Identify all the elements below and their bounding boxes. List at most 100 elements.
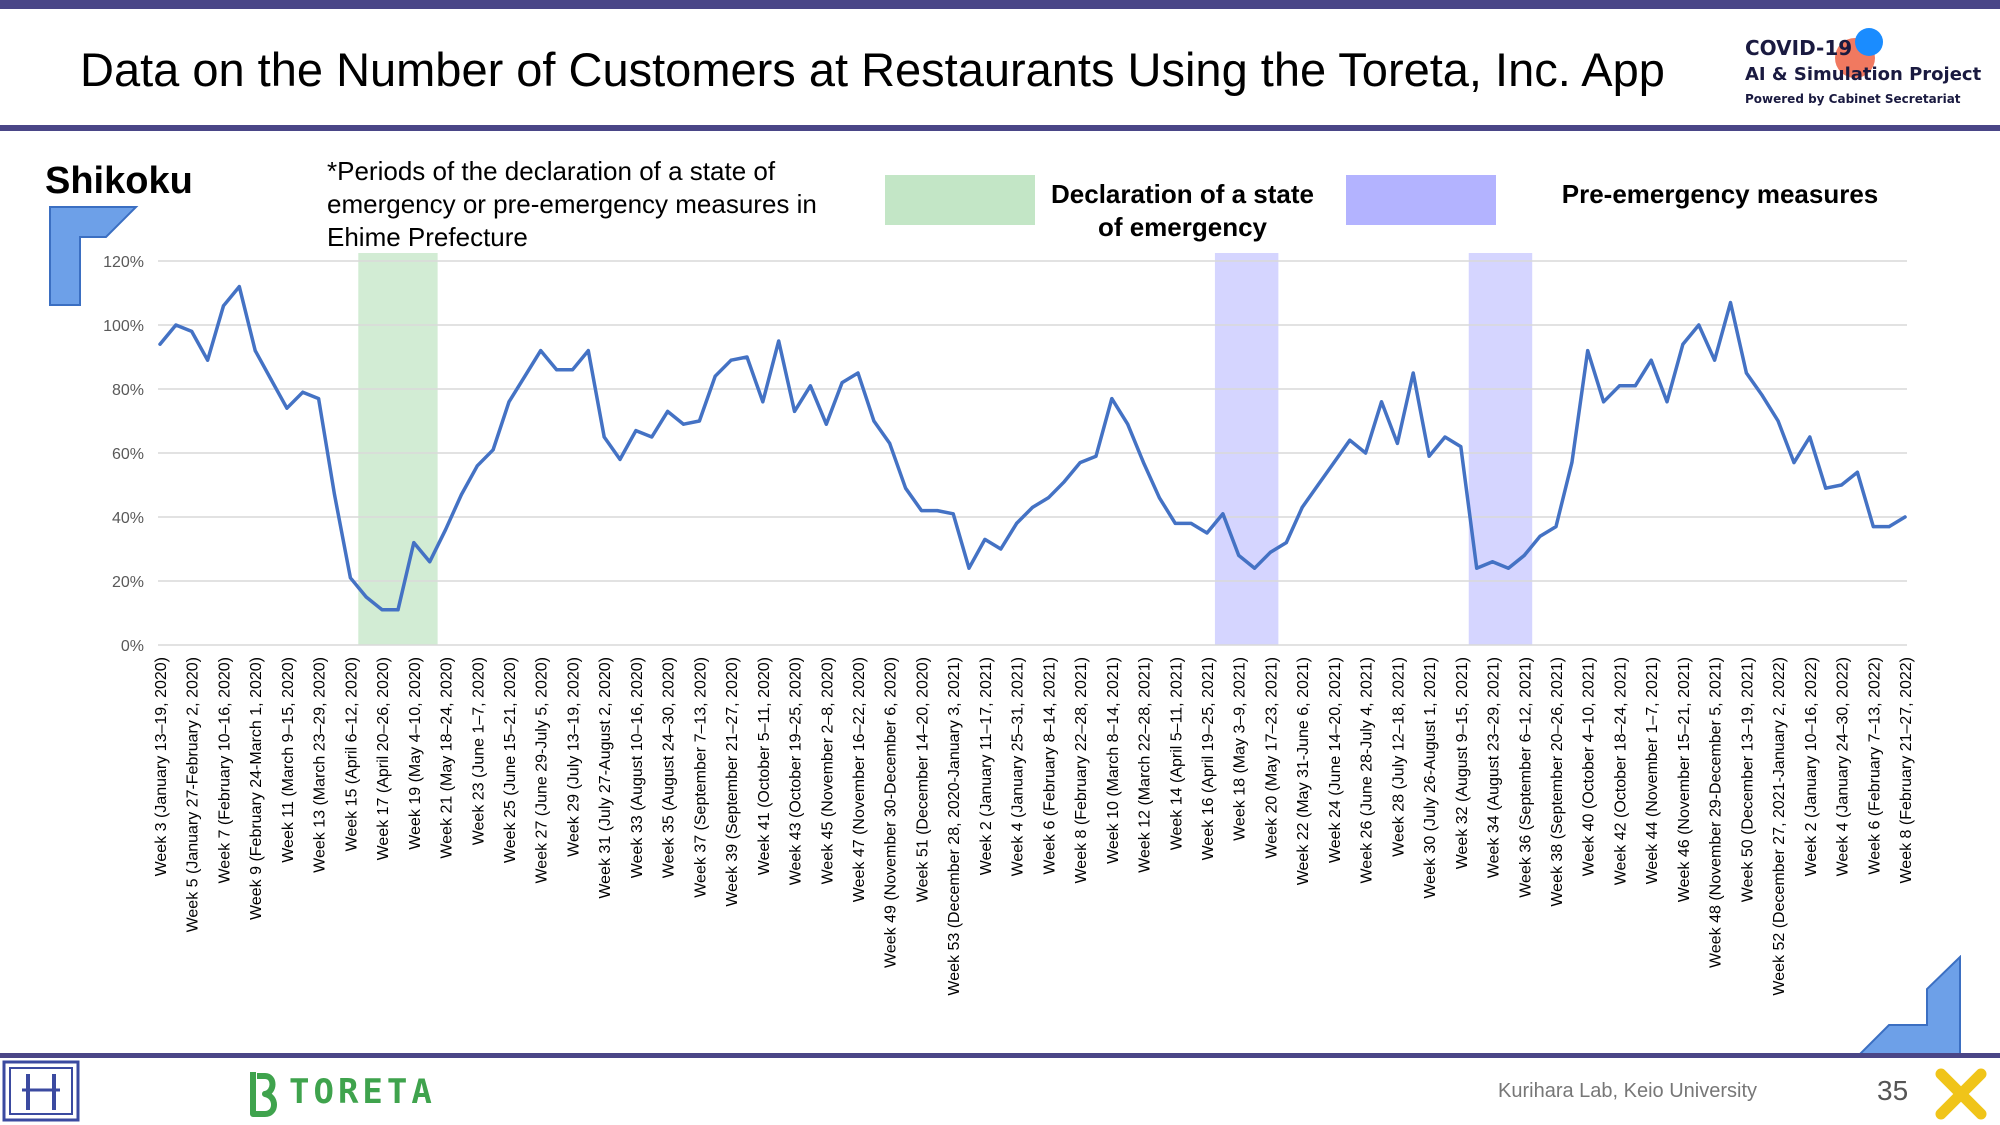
data-point <box>650 435 654 439</box>
legend-label-emergency: Declaration of a state of emergency <box>1051 179 1314 242</box>
pre-emergency-period-band <box>1214 253 1279 645</box>
data-point <box>539 349 543 353</box>
data-point <box>999 547 1003 551</box>
data-point <box>459 493 463 497</box>
data-point <box>1443 435 1447 439</box>
data-point <box>1015 521 1019 525</box>
x-tick-label: Week 43 (October 19–25, 2020) <box>788 657 805 885</box>
data-point <box>1221 512 1225 516</box>
data-point <box>1348 438 1352 442</box>
x-tick-label: Week 2 (January 11–17, 2021) <box>978 657 995 875</box>
x-tick-label: Week 44 (November 1–7, 2021) <box>1644 657 1661 884</box>
data-point <box>967 566 971 570</box>
x-tick-label: Week 37 (September 7–13, 2020) <box>692 657 709 898</box>
x-tick-label: Week 11 (March 9–15, 2020) <box>280 657 297 863</box>
data-point <box>1332 461 1336 465</box>
data-point <box>1617 384 1621 388</box>
data-point <box>666 409 670 413</box>
data-point <box>745 355 749 359</box>
data-point <box>1411 371 1415 375</box>
data-point <box>919 509 923 513</box>
x-tick-label: Week 33 (August 10–16, 2020) <box>629 657 646 878</box>
x-tick-label: Week 34 (August 23–29, 2021) <box>1486 657 1503 878</box>
data-point <box>1189 521 1193 525</box>
region-label: Shikoku <box>45 160 193 202</box>
data-point <box>348 576 352 580</box>
data-point <box>1713 358 1717 362</box>
x-tick-label: Week 24 (June 14–20, 2021) <box>1327 657 1344 863</box>
data-point <box>840 381 844 385</box>
x-tick-label: Week 31 (July 27-August 2, 2020) <box>597 657 614 899</box>
covid-project-logo: COVID-19 AI & Simulation Project Powered… <box>1745 24 1985 114</box>
data-point <box>269 377 273 381</box>
data-point <box>1395 441 1399 445</box>
toreta-brand-text: TORETA <box>289 1072 436 1112</box>
data-point <box>285 406 289 410</box>
corner-decoration-top-left <box>49 206 139 306</box>
x-tick-label: Week 26 (June 28-July 4, 2021) <box>1359 657 1376 884</box>
project-powered-by: Powered by Cabinet Secretariat <box>1745 92 1961 106</box>
data-point <box>1649 358 1653 362</box>
toreta-mark-icon <box>250 1072 277 1117</box>
data-point <box>1062 480 1066 484</box>
data-point <box>158 342 162 346</box>
data-point <box>333 493 336 497</box>
x-tick-label: Week 18 (May 3–9, 2021) <box>1232 657 1249 841</box>
legend-label-pre-emergency: Pre-emergency measures <box>1561 179 1879 209</box>
data-point <box>317 397 321 401</box>
x-tick-label: Week 51 (December 14–20, 2020) <box>914 657 931 902</box>
legend-swatch-pre-emergency <box>1346 175 1496 225</box>
x-tick-label: Week 14 (April 5–11, 2021) <box>1168 657 1185 850</box>
data-point <box>808 384 812 388</box>
x-tick-label: Week 29 (July 13–19, 2020) <box>565 657 582 857</box>
x-tick-label: Week 6 (February 7–13, 2022) <box>1866 657 1883 875</box>
data-point <box>174 323 178 327</box>
data-point <box>1887 525 1891 529</box>
toreta-logo: TORETA <box>247 1068 432 1118</box>
data-point <box>253 349 257 353</box>
data-point <box>555 368 559 372</box>
page-title: Data on the Number of Customers at Resta… <box>80 43 1665 96</box>
x-tick-label: Week 49 (November 30-December 6, 2020) <box>883 657 900 968</box>
data-point <box>1808 435 1812 439</box>
lab-logo-icon <box>2 1060 80 1122</box>
x-tick-label: Week 45 (November 2–8, 2020) <box>819 657 836 884</box>
data-point <box>221 304 225 308</box>
data-point <box>1792 461 1796 465</box>
data-point <box>523 374 527 378</box>
x-tick-label: Week 23 (June 1–7, 2020) <box>470 657 487 845</box>
x-tick-label: Week 36 (September 6–12, 2021) <box>1517 657 1534 898</box>
data-point <box>1776 419 1780 423</box>
project-name-line1: COVID-19 <box>1745 36 1853 60</box>
y-tick-label: 0% <box>121 638 144 655</box>
data-point <box>935 509 939 513</box>
x-tick-label: Week 50 (December 13–19, 2021) <box>1739 657 1756 902</box>
legend-swatch-emergency <box>885 175 1035 225</box>
data-point <box>951 512 955 516</box>
data-point <box>364 595 368 599</box>
x-tick-label: Week 53 (December 28, 2020-January 3, 20… <box>946 657 963 996</box>
x-tick-label: Week 4 (January 25–31, 2021) <box>1010 657 1027 876</box>
data-point <box>1031 505 1034 509</box>
data-point <box>190 329 194 333</box>
data-point <box>1237 553 1241 557</box>
x-tick-label: Week 4 (January 24–30, 2022) <box>1835 657 1852 876</box>
footer-divider <box>0 1053 2000 1058</box>
data-point <box>1316 483 1320 487</box>
data-point <box>1427 454 1431 458</box>
data-point <box>1126 422 1130 426</box>
data-point <box>1602 400 1606 404</box>
x-tick-label: Week 21 (May 18–24, 2020) <box>439 657 456 859</box>
data-point <box>793 409 797 413</box>
y-tick-label: 120% <box>103 254 144 271</box>
x-tick-label: Week 40 (October 4–10, 2021) <box>1581 657 1598 876</box>
data-point <box>475 464 479 468</box>
page-number: 35 <box>1877 1075 1909 1106</box>
x-tick-label: Week 42 (October 18–24, 2021) <box>1612 657 1629 885</box>
data-point <box>1253 566 1257 570</box>
y-tick-label: 80% <box>112 382 144 399</box>
x-tick-label: Week 9 (February 24-March 1, 2020) <box>248 657 265 920</box>
data-point <box>301 390 305 394</box>
emergency-period-band <box>358 253 438 645</box>
data-point <box>602 435 606 439</box>
